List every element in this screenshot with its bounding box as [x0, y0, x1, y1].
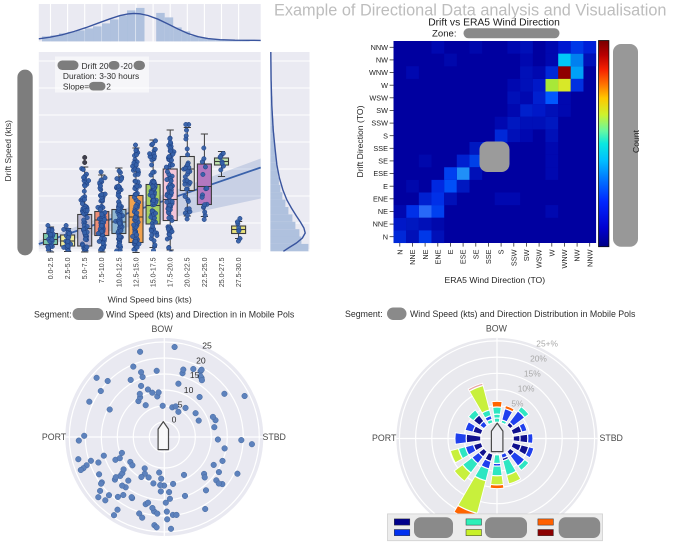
svg-text:20.0-22.5: 20.0-22.5 — [185, 257, 192, 287]
svg-text:20%: 20% — [530, 354, 547, 364]
svg-text:ERA5 Wind Direction (TO): ERA5 Wind Direction (TO) — [444, 275, 545, 285]
svg-text:SW: SW — [522, 249, 531, 261]
svg-text:N: N — [395, 250, 404, 255]
svg-text:ESE: ESE — [459, 249, 468, 264]
svg-text:STBD: STBD — [262, 432, 285, 442]
svg-text:PORT: PORT — [372, 433, 397, 443]
svg-text:5%: 5% — [511, 399, 524, 409]
svg-text:12.5-15.0: 12.5-15.0 — [133, 257, 140, 287]
svg-text:2.5-5.0: 2.5-5.0 — [65, 257, 72, 279]
svg-text:Segment:: Segment: — [34, 310, 72, 320]
svg-text:0: 0 — [172, 414, 177, 424]
svg-text:Wind Speed (kts) and Direction: Wind Speed (kts) and Direction in in Mob… — [106, 310, 295, 320]
svg-text:NNE: NNE — [408, 249, 417, 265]
svg-text:10%: 10% — [518, 384, 535, 394]
svg-text:Wind Speed bins (kts): Wind Speed bins (kts) — [108, 295, 192, 305]
svg-text:2: 2 — [106, 81, 111, 91]
svg-text:Slope=: Slope= — [63, 81, 89, 91]
svg-text:Zone:: Zone: — [432, 29, 457, 40]
svg-text:NW: NW — [376, 56, 388, 65]
svg-text:WSW: WSW — [369, 93, 388, 102]
svg-text:S: S — [383, 131, 388, 140]
svg-text:25: 25 — [202, 341, 212, 351]
svg-text:WSW: WSW — [535, 249, 544, 268]
svg-text:E: E — [383, 182, 388, 191]
svg-text:NNW: NNW — [371, 43, 389, 52]
svg-text:5.0-7.5: 5.0-7.5 — [82, 257, 89, 279]
svg-text:-20: -20 — [121, 61, 133, 71]
svg-text:Drift Speed (kts): Drift Speed (kts) — [3, 120, 13, 182]
svg-text:SSE: SSE — [373, 144, 388, 153]
svg-text:25.0-27.5: 25.0-27.5 — [219, 257, 226, 287]
svg-text:Segment:: Segment: — [345, 309, 383, 319]
svg-text:PORT: PORT — [42, 432, 67, 442]
svg-text:Example of Directional Data an: Example of Directional Data analysis and… — [274, 2, 666, 20]
svg-text:20: 20 — [196, 355, 206, 365]
svg-text:NW: NW — [573, 249, 582, 261]
svg-text:10: 10 — [184, 385, 194, 395]
svg-text:ENE: ENE — [373, 194, 388, 203]
svg-text:NE: NE — [421, 249, 430, 259]
svg-text:25+%: 25+% — [536, 339, 558, 349]
svg-text:SSE: SSE — [484, 249, 493, 264]
svg-text:W: W — [547, 249, 556, 256]
svg-text:WNW: WNW — [369, 68, 388, 77]
svg-text:17.5-20.0: 17.5-20.0 — [168, 257, 175, 287]
svg-text:BOW: BOW — [486, 324, 508, 334]
svg-text:NNW: NNW — [585, 249, 594, 267]
svg-text:WNW: WNW — [560, 249, 569, 268]
svg-text:Wind Speed (kts) and Direction: Wind Speed (kts) and Direction Distribut… — [410, 309, 636, 319]
svg-text:S: S — [497, 249, 506, 254]
svg-text:Drift 20: Drift 20 — [82, 61, 109, 71]
svg-text:15.0-17.5: 15.0-17.5 — [151, 257, 158, 287]
svg-text:W: W — [381, 81, 388, 90]
svg-text:0.0-2.5: 0.0-2.5 — [48, 257, 55, 279]
svg-text:NNE: NNE — [373, 220, 389, 229]
svg-text:STBD: STBD — [599, 433, 622, 443]
svg-text:10.0-12.5: 10.0-12.5 — [116, 257, 123, 287]
svg-text:E: E — [446, 249, 455, 254]
svg-text:ENE: ENE — [433, 249, 442, 264]
svg-text:Count: Count — [631, 129, 641, 153]
svg-text:Drift vs ERA5 Wind Direction: Drift vs ERA5 Wind Direction — [428, 18, 560, 29]
svg-text:SW: SW — [376, 106, 388, 115]
svg-text:SSW: SSW — [371, 119, 388, 128]
svg-text:SE: SE — [471, 249, 480, 259]
svg-text:15: 15 — [190, 370, 200, 380]
svg-text:SE: SE — [378, 157, 388, 166]
svg-text:N: N — [383, 232, 388, 241]
svg-text:15%: 15% — [524, 369, 541, 379]
svg-text:22.5-25.0: 22.5-25.0 — [202, 257, 209, 287]
svg-text:Drift Direction (TO): Drift Direction (TO) — [355, 105, 365, 177]
svg-text:27.5-30.0: 27.5-30.0 — [236, 257, 243, 287]
svg-text:NE: NE — [378, 207, 388, 216]
svg-text:SSW: SSW — [509, 249, 518, 266]
svg-text:ESE: ESE — [373, 169, 388, 178]
svg-text:BOW: BOW — [151, 324, 173, 334]
svg-text:5: 5 — [178, 400, 183, 410]
svg-text:Duration: 3-30 hours: Duration: 3-30 hours — [63, 71, 139, 81]
svg-text:7.5-10.0: 7.5-10.0 — [99, 257, 106, 283]
